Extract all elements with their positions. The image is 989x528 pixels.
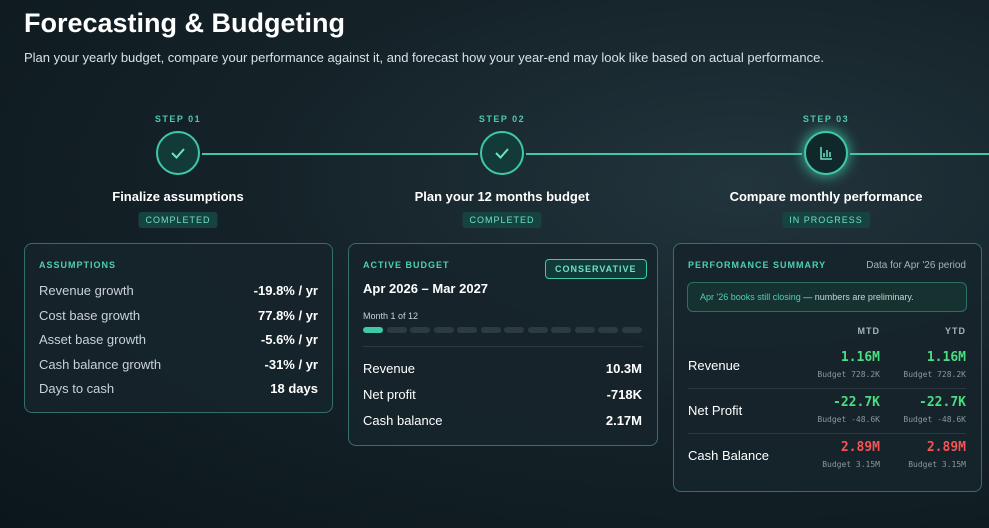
divider	[688, 433, 966, 434]
month-progress: Month 1 of 12	[363, 311, 419, 321]
budget-label: Cash balance	[363, 413, 443, 428]
mtd-budget: Budget 728.2K	[817, 370, 880, 379]
alert-highlight: Apr '26 books still closing	[700, 292, 801, 302]
budget-label: Net profit	[363, 387, 416, 402]
assumption-value: -5.6% / yr	[260, 332, 318, 347]
card-title: ASSUMPTIONS	[39, 260, 117, 270]
progress-segment	[433, 327, 454, 333]
progress-segment	[386, 327, 407, 333]
assumption-label: Revenue growth	[39, 283, 134, 298]
check-icon	[495, 148, 509, 159]
metric-label: Net Profit	[688, 403, 743, 418]
progress-segment	[574, 327, 595, 333]
progress-segment	[480, 327, 501, 333]
budget-label: Revenue	[363, 361, 416, 376]
assumption-label: Asset base growth	[39, 332, 146, 347]
budget-value: 2.17M	[605, 413, 642, 428]
divider	[688, 388, 966, 389]
assumption-label: Days to cash	[39, 381, 115, 396]
step-label: Finalize assumptions	[112, 189, 244, 204]
budget-period: Apr 2026 – Mar 2027	[363, 281, 489, 296]
divider	[363, 346, 643, 347]
scenario-badge[interactable]: CONSERVATIVE	[545, 259, 647, 279]
assumption-label: Cash balance growth	[39, 356, 162, 372]
step-connector	[526, 153, 802, 155]
card-title: ACTIVE BUDGET	[363, 260, 450, 270]
chart-icon	[820, 147, 832, 160]
assumption-value: 18 days	[270, 381, 318, 396]
step-status: COMPLETED	[138, 212, 218, 228]
budget-value: -718K	[606, 387, 642, 402]
assumption-label: Cost base growth	[39, 307, 141, 323]
step-status: IN PROGRESS	[782, 212, 870, 228]
step-label: Compare monthly performance	[729, 189, 923, 204]
ytd-value: 1.16M	[926, 350, 966, 365]
page-subtitle: Plan your yearly budget, compare your pe…	[24, 50, 824, 65]
alert: Apr '26 books still closing — numbers ar…	[700, 292, 914, 302]
assumption-value: -31% / yr	[264, 356, 318, 372]
ytd-budget: Budget -48.6K	[903, 415, 966, 424]
column-header: YTD	[945, 326, 966, 336]
alert-box	[687, 282, 967, 312]
mtd-value: 1.16M	[840, 350, 880, 365]
column-header: MTD	[857, 326, 880, 336]
step-icon	[804, 131, 848, 175]
mtd-budget: Budget -48.6K	[817, 415, 880, 424]
step-status: COMPLETED	[462, 212, 542, 228]
progress-segment	[410, 327, 430, 333]
card-title: PERFORMANCE SUMMARY	[688, 260, 827, 270]
mtd-budget: Budget 3.15M	[822, 460, 880, 469]
progress-segment	[457, 327, 477, 333]
step-icon	[156, 131, 200, 175]
metric-label: Cash Balance	[688, 448, 769, 463]
ytd-budget: Budget 3.15M	[908, 460, 966, 469]
progress-segment	[598, 327, 618, 333]
budget-value: 10.3M	[605, 361, 642, 376]
ytd-value: -22.7K	[919, 395, 966, 410]
step-icon	[480, 131, 524, 175]
step-connector	[202, 153, 478, 155]
step-number: STEP 02	[478, 114, 526, 124]
check-icon	[171, 148, 185, 159]
progress-segment	[551, 327, 571, 333]
metric-label: Revenue	[688, 358, 741, 373]
ytd-value: 2.89M	[926, 440, 966, 455]
progress-segment	[363, 327, 383, 333]
step-number: STEP 01	[154, 114, 202, 124]
step-number: STEP 03	[802, 114, 850, 124]
period-note: Data for Apr '26 period	[866, 260, 966, 271]
page-title: Forecasting & Budgeting	[24, 8, 346, 38]
mtd-value: 2.89M	[840, 440, 880, 455]
assumption-value: -19.8% / yr	[253, 283, 318, 298]
ytd-budget: Budget 728.2K	[903, 370, 966, 379]
step-connector	[850, 153, 989, 155]
assumption-value: 77.8% / yr	[258, 307, 318, 323]
assumptions-card	[24, 243, 333, 413]
step-label: Plan your 12 months budget	[414, 189, 590, 204]
progress-segment	[621, 327, 642, 333]
progress-segment	[527, 327, 548, 333]
mtd-value: -22.7K	[833, 395, 880, 410]
alert-text: — numbers are preliminary.	[803, 292, 914, 302]
progress-segment	[504, 327, 524, 333]
